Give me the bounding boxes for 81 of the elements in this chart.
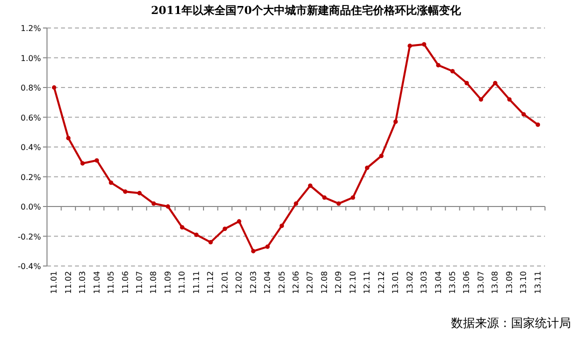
- x-tick-label: 13.03: [420, 271, 429, 294]
- x-tick-label: 13.11: [533, 271, 542, 294]
- x-tick-label: 11.09: [163, 271, 172, 294]
- x-tick-label: 11.03: [78, 271, 88, 294]
- x-tick-label: 11.04: [92, 271, 102, 294]
- point: [536, 122, 540, 127]
- x-tick-label: 13.07: [476, 271, 486, 294]
- point: [265, 244, 270, 249]
- y-tick-label: 0.6%: [20, 113, 42, 122]
- point: [322, 195, 327, 200]
- x-tick-label: 13.09: [504, 271, 514, 294]
- point: [450, 68, 455, 74]
- x-tick-label: 12.05: [277, 271, 286, 294]
- point: [422, 42, 426, 47]
- point: [123, 189, 128, 194]
- point: [236, 219, 242, 224]
- y-tick-label: 0.2%: [20, 172, 42, 182]
- point: [350, 195, 356, 200]
- y-tick-label: -0.2%: [18, 232, 42, 242]
- x-tick-label: 12.08: [320, 271, 329, 294]
- point: [152, 201, 156, 206]
- x-tick-label: 12.02: [234, 271, 244, 294]
- y-tick-label: 1.2%: [20, 24, 42, 33]
- point: [137, 190, 142, 196]
- y-tick-label: -0.4%: [18, 262, 42, 271]
- x-tick-label: 12.06: [292, 271, 300, 294]
- point: [66, 136, 71, 140]
- x-tick-label: 13.05: [448, 271, 458, 294]
- x-tick-label: 11.12: [206, 271, 216, 294]
- y-tick-label: 0.4%: [20, 143, 42, 152]
- x-tick-label: 11.07: [134, 271, 144, 294]
- x-tick-label: 13.06: [462, 271, 472, 294]
- x-tick-label: 12.11: [362, 271, 372, 294]
- x-tick-label: 11.05: [106, 271, 116, 294]
- point: [308, 183, 312, 188]
- source-note: 数据来源：国家统计局: [451, 316, 571, 330]
- x-tick-label: 13.08: [490, 271, 500, 294]
- x-tick-label: 12.09: [334, 271, 344, 294]
- point: [94, 158, 99, 163]
- y-tick-label: 0.0%: [20, 202, 42, 212]
- x-tick-label: 11.01: [50, 271, 59, 294]
- point: [294, 201, 298, 206]
- x-tick-label: 13.10: [519, 271, 528, 294]
- x-tick-label: 12.01: [220, 271, 230, 294]
- point: [52, 85, 56, 90]
- x-tick-label: 12.12: [376, 271, 386, 294]
- point: [166, 204, 170, 209]
- point: [80, 161, 85, 166]
- point: [222, 226, 228, 232]
- point: [194, 232, 199, 237]
- x-tick-label: 11.02: [64, 271, 73, 294]
- x-tick-label: 11.08: [149, 271, 158, 294]
- point: [364, 166, 370, 170]
- x-tick-label: 13.01: [391, 271, 400, 294]
- point: [336, 201, 341, 206]
- point: [521, 112, 526, 116]
- point: [507, 97, 512, 102]
- x-tick-label: 11.10: [178, 271, 187, 294]
- y-tick-label: 1.0%: [20, 54, 42, 63]
- point: [108, 180, 114, 185]
- x-tick-label: 11.06: [120, 271, 130, 294]
- x-tick-label: 11.11: [192, 271, 201, 294]
- x-tick-label: 12.03: [248, 271, 258, 294]
- point: [464, 80, 469, 86]
- point: [208, 240, 213, 244]
- point: [180, 225, 184, 230]
- point: [436, 62, 440, 68]
- point: [408, 44, 412, 48]
- point: [393, 120, 398, 124]
- point: [280, 224, 284, 228]
- x-tick-label: 12.10: [348, 271, 358, 294]
- y-tick-label: 0.8%: [20, 84, 42, 92]
- x-tick-label: 13.02: [405, 271, 414, 294]
- point: [478, 97, 484, 102]
- point: [493, 80, 498, 86]
- chart-title: 2011年以来全国70个大中城市新建商品住宅价格环比涨幅变化: [151, 4, 462, 17]
- point: [379, 154, 384, 158]
- x-tick-label: 13.04: [434, 271, 443, 294]
- point: [251, 248, 256, 254]
- x-tick-label: 12.07: [306, 271, 315, 294]
- x-tick-label: 12.04: [263, 271, 272, 294]
